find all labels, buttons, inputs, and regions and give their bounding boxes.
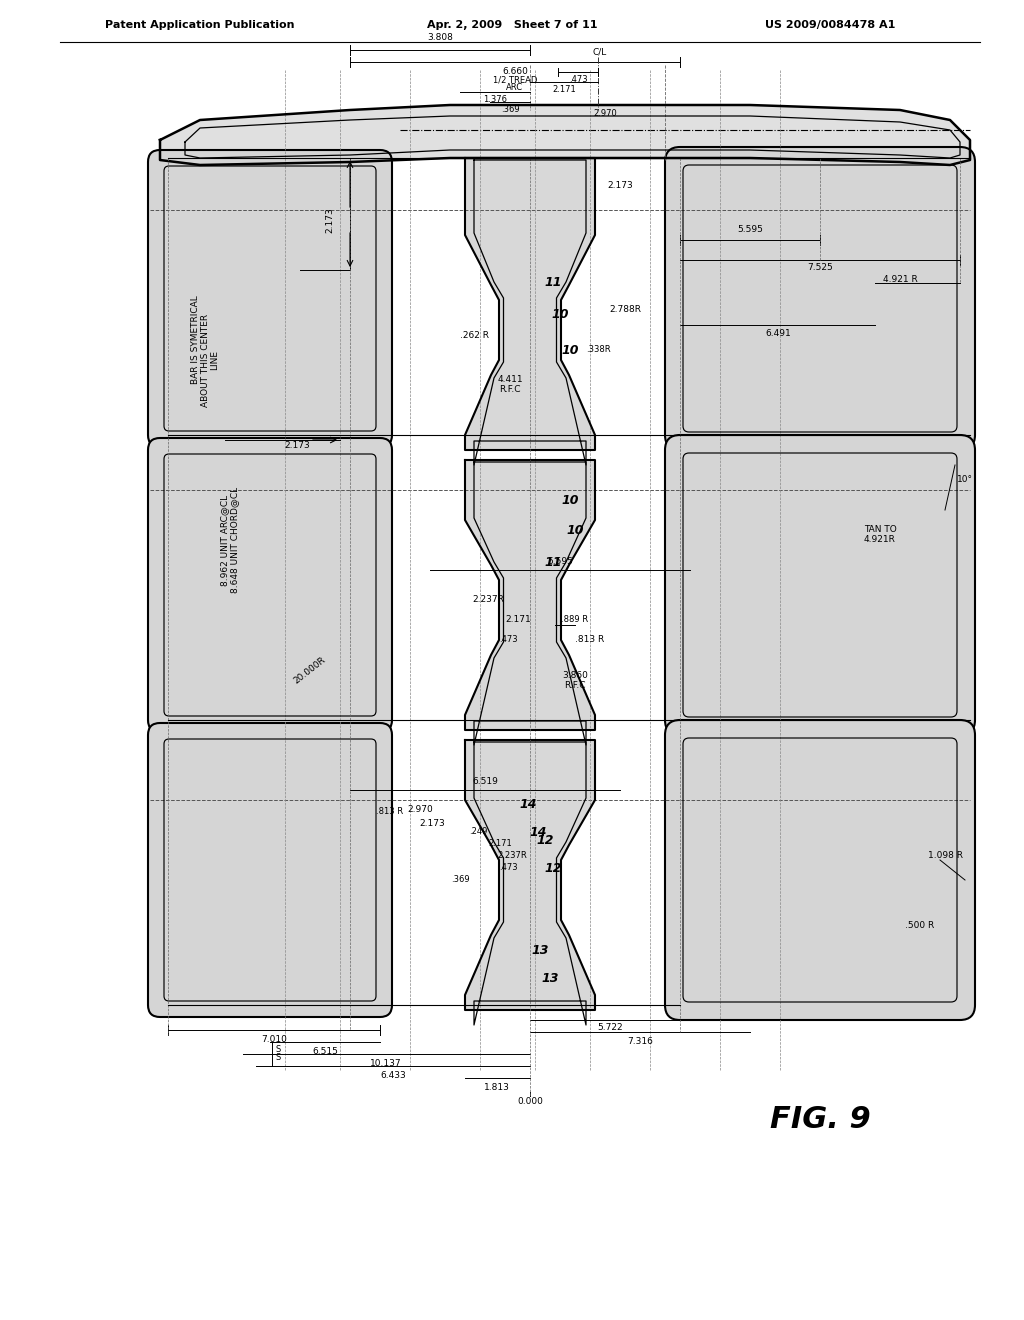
Text: 2.788R: 2.788R (609, 305, 641, 314)
Text: 7.525: 7.525 (807, 264, 833, 272)
Text: 13: 13 (531, 944, 549, 957)
Text: 2.173: 2.173 (419, 820, 444, 829)
Text: BAR IS SYMETRICAL: BAR IS SYMETRICAL (190, 296, 200, 384)
Text: 2.173: 2.173 (285, 441, 310, 450)
Polygon shape (465, 158, 595, 450)
Polygon shape (465, 459, 595, 730)
Text: 7.316: 7.316 (627, 1038, 653, 1047)
Text: .369: .369 (501, 106, 519, 115)
Text: ARC: ARC (507, 83, 523, 92)
Text: TAN TO: TAN TO (863, 525, 896, 535)
Text: FIG. 9: FIG. 9 (770, 1106, 870, 1134)
FancyBboxPatch shape (665, 147, 975, 450)
Text: .813 R: .813 R (575, 635, 604, 644)
Text: 14: 14 (529, 825, 547, 838)
Text: 13: 13 (542, 972, 559, 985)
Text: 3.808: 3.808 (427, 33, 453, 42)
Text: 4.921 R: 4.921 R (883, 276, 918, 285)
Text: .473: .473 (568, 75, 588, 84)
Text: .338R: .338R (586, 346, 610, 355)
Polygon shape (465, 741, 595, 1010)
Text: ABOUT THIS CENTER: ABOUT THIS CENTER (201, 313, 210, 407)
Text: 10: 10 (566, 524, 584, 536)
Text: US 2009/0084478 A1: US 2009/0084478 A1 (765, 20, 895, 30)
Text: 3.860: 3.860 (562, 671, 588, 680)
FancyBboxPatch shape (148, 150, 392, 447)
Text: 1.813: 1.813 (484, 1084, 510, 1093)
Text: 2.171: 2.171 (552, 86, 575, 95)
Text: 10°: 10° (957, 475, 973, 484)
Text: 2.970: 2.970 (408, 805, 433, 814)
Text: 6.660: 6.660 (502, 67, 528, 77)
Text: 2.237R: 2.237R (472, 595, 504, 605)
Text: 7.010: 7.010 (261, 1035, 287, 1044)
Text: 10: 10 (561, 343, 579, 356)
Text: LINE: LINE (211, 350, 219, 370)
Text: 14: 14 (519, 799, 537, 812)
Text: 1.376: 1.376 (483, 95, 507, 104)
Text: 10: 10 (551, 309, 568, 322)
FancyBboxPatch shape (665, 436, 975, 735)
Text: 10: 10 (561, 494, 579, 507)
Text: 8.962 UNIT ARC@CL: 8.962 UNIT ARC@CL (220, 495, 229, 586)
Polygon shape (160, 106, 970, 165)
Text: .249: .249 (469, 828, 487, 837)
Text: 1.098 R: 1.098 R (928, 850, 963, 859)
Text: 5.722: 5.722 (597, 1023, 623, 1032)
Text: Patent Application Publication: Patent Application Publication (105, 20, 295, 30)
Text: .813 R: .813 R (377, 808, 403, 817)
FancyBboxPatch shape (148, 438, 392, 733)
FancyBboxPatch shape (148, 723, 392, 1016)
Text: 5.595: 5.595 (547, 557, 573, 566)
Text: .889 R: .889 R (561, 615, 589, 624)
Text: 20.000R: 20.000R (293, 655, 328, 685)
Text: 0.000: 0.000 (517, 1097, 543, 1106)
Text: 2.171: 2.171 (505, 615, 530, 624)
Text: 4.411: 4.411 (498, 375, 523, 384)
Text: R.F.C: R.F.C (564, 681, 586, 689)
Text: S: S (275, 1053, 281, 1063)
FancyBboxPatch shape (665, 719, 975, 1020)
Text: 6.433: 6.433 (380, 1071, 406, 1080)
Text: 2.237R: 2.237R (497, 851, 527, 861)
Text: 1/2 TREAD: 1/2 TREAD (493, 75, 538, 84)
Text: 6.519: 6.519 (472, 777, 498, 787)
Text: 8.648 UNIT CHORD@CL: 8.648 UNIT CHORD@CL (230, 487, 240, 593)
Text: 11: 11 (544, 276, 562, 289)
Text: R.F.C: R.F.C (500, 385, 521, 395)
Text: .473: .473 (499, 863, 517, 873)
Text: .369: .369 (451, 875, 469, 884)
Text: 4.921R: 4.921R (864, 536, 896, 544)
Text: 12: 12 (544, 862, 562, 874)
Text: .500 R: .500 R (905, 920, 935, 929)
Text: 10.137: 10.137 (371, 1059, 401, 1068)
Text: .262 R: .262 R (461, 330, 489, 339)
Text: 2.173: 2.173 (607, 181, 633, 190)
Text: 6.491: 6.491 (765, 329, 791, 338)
Text: 2.171: 2.171 (488, 840, 512, 849)
Text: 2.173: 2.173 (326, 207, 335, 232)
Text: 11: 11 (544, 556, 562, 569)
Text: .473: .473 (499, 635, 517, 644)
Text: 6.515: 6.515 (312, 1048, 338, 1056)
Text: Apr. 2, 2009   Sheet 7 of 11: Apr. 2, 2009 Sheet 7 of 11 (427, 20, 597, 30)
Text: 5.595: 5.595 (737, 226, 763, 235)
Text: C/L: C/L (593, 48, 607, 57)
Text: 2.970: 2.970 (593, 108, 616, 117)
Text: S: S (275, 1045, 281, 1055)
Text: 12: 12 (537, 833, 554, 846)
